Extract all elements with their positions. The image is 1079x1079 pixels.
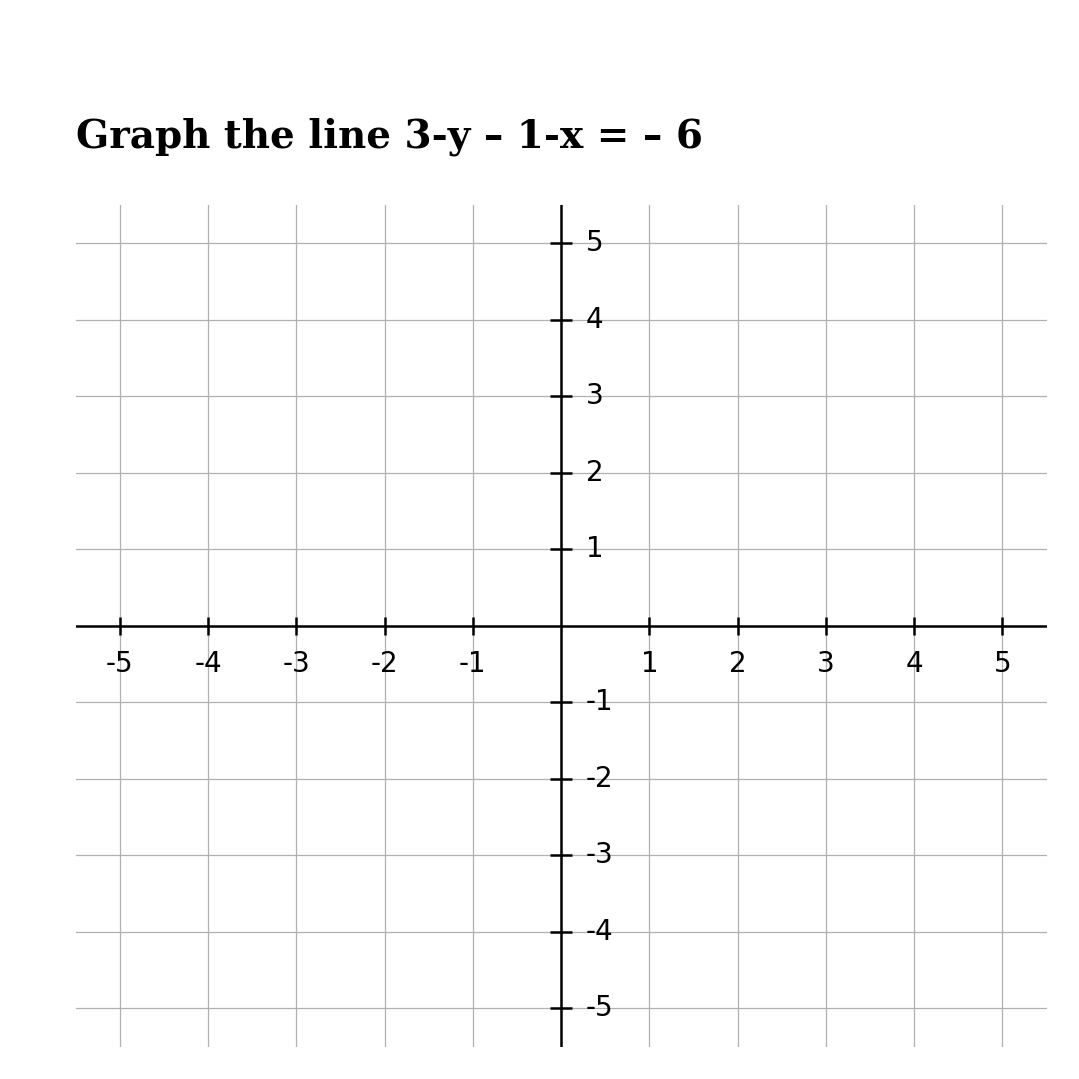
Text: -3: -3 — [586, 842, 614, 870]
Text: 1: 1 — [586, 535, 603, 563]
Text: -1: -1 — [459, 651, 487, 679]
Text: -4: -4 — [586, 918, 614, 946]
Text: -5: -5 — [586, 995, 614, 1023]
Text: 3: 3 — [817, 651, 835, 679]
Text: 4: 4 — [905, 651, 923, 679]
Text: Graph the line 3­y – 1­x = – 6: Graph the line 3­y – 1­x = – 6 — [76, 118, 702, 156]
Text: -4: -4 — [194, 651, 222, 679]
Text: 1: 1 — [641, 651, 658, 679]
Text: -1: -1 — [586, 688, 614, 716]
Text: 2: 2 — [728, 651, 747, 679]
Text: -2: -2 — [371, 651, 398, 679]
Text: 4: 4 — [586, 305, 603, 333]
Text: -5: -5 — [106, 651, 134, 679]
Text: 5: 5 — [994, 651, 1011, 679]
Text: -2: -2 — [586, 765, 614, 793]
Text: 5: 5 — [586, 229, 603, 257]
Text: 2: 2 — [586, 459, 603, 487]
Text: 3: 3 — [586, 382, 603, 410]
Text: -3: -3 — [283, 651, 310, 679]
